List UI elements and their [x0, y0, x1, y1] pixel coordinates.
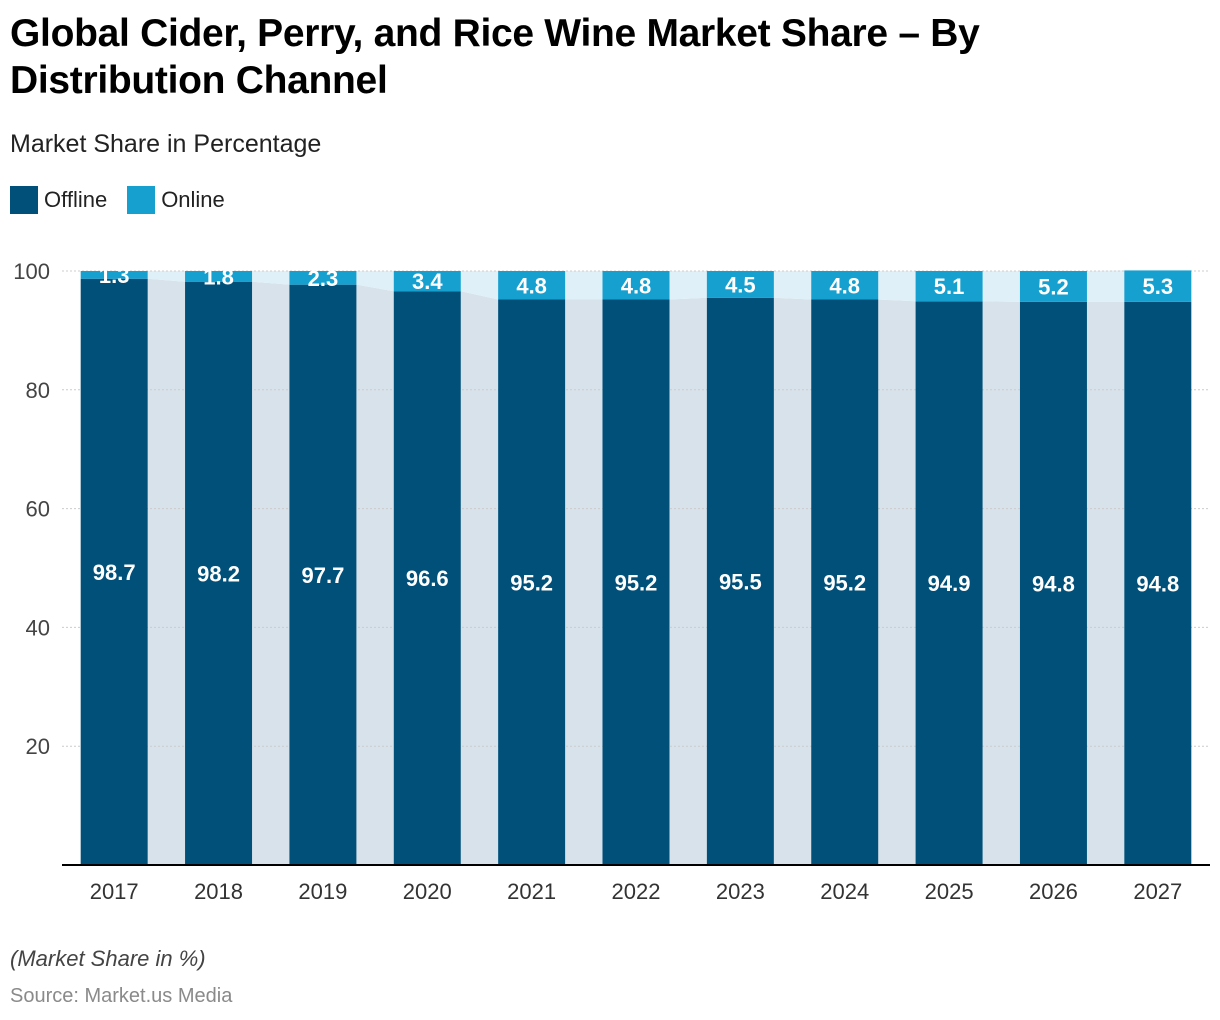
- data-label-online: 4.5: [725, 272, 756, 297]
- band-online: [773, 271, 812, 300]
- data-label-offline: 94.9: [928, 571, 971, 596]
- band-offline: [773, 297, 812, 866]
- bar-online: [915, 271, 983, 302]
- data-label-online: 5.2: [1038, 274, 1069, 299]
- y-tick-label: 60: [26, 497, 50, 522]
- band-offline: [356, 284, 394, 865]
- data-label-offline: 97.7: [301, 563, 344, 588]
- data-label-online: 5.3: [1143, 274, 1174, 299]
- data-label-offline: 95.2: [510, 570, 553, 595]
- connector-bands: [147, 270, 1125, 866]
- data-label-offline: 94.8: [1136, 571, 1179, 596]
- data-label-online: 4.8: [829, 273, 860, 298]
- bar-online: [811, 271, 879, 300]
- bar-offline: [915, 301, 983, 865]
- legend-swatch-offline: [10, 186, 38, 214]
- y-tick-label: 20: [26, 734, 50, 759]
- y-tick-label: 100: [13, 259, 50, 284]
- chart-subtitle: Market Share in Percentage: [10, 130, 322, 158]
- data-label-online: 1.8: [203, 264, 234, 289]
- legend-label-offline: Offline: [44, 187, 108, 212]
- data-labels: 98.7 1.3 98.2 1.8 97.7 2.3 96.6 3.4 95.2 4.8 95.2 4…: [93, 263, 1179, 597]
- data-label-online: 4.8: [516, 273, 547, 298]
- y-tick-label: 40: [26, 615, 50, 640]
- legend-item-offline[interactable]: Offline: [10, 186, 107, 214]
- data-label-online: 1.3: [99, 263, 130, 288]
- bar-offline: [1124, 301, 1192, 865]
- band-offline: [460, 291, 499, 865]
- band-offline: [565, 299, 603, 866]
- x-tick-label: 2017: [90, 879, 139, 904]
- bar-online: [1019, 271, 1087, 302]
- footnote: (Market Share in %): [10, 946, 206, 971]
- bar-online: [1124, 270, 1192, 302]
- x-tick-label: 2023: [716, 879, 765, 904]
- x-tick-label: 2019: [298, 879, 347, 904]
- bar-offline: [1019, 301, 1087, 865]
- bar-online: [80, 271, 148, 279]
- bar-online: [289, 271, 357, 285]
- x-tick-label: 2026: [1029, 879, 1078, 904]
- bar-online: [393, 271, 461, 292]
- data-label-offline: 96.6: [406, 566, 449, 591]
- x-tick-label: 2027: [1133, 879, 1182, 904]
- x-tick-label: 2025: [925, 879, 974, 904]
- legend-label-online: Online: [161, 187, 225, 212]
- band-online: [565, 271, 603, 300]
- bar-offline: [706, 297, 774, 866]
- stacked-bar-chart: 98.7 1.3 98.2 1.8 97.7 2.3 96.6 3.4 95.2 4.8 95.2 4…: [13, 259, 1210, 904]
- bar-online: [706, 271, 774, 298]
- data-label-offline: 94.8: [1032, 571, 1075, 596]
- chart-title: Global Cider, Perry, and Rice Wine Marke…: [10, 12, 980, 102]
- band-offline: [1086, 301, 1125, 865]
- x-tick-label: 2018: [194, 879, 243, 904]
- bar-offline: [811, 299, 879, 866]
- band-offline: [669, 297, 707, 866]
- bar-online: [185, 271, 253, 282]
- band-offline: [982, 301, 1020, 865]
- band-online: [252, 271, 290, 285]
- band-offline: [878, 299, 916, 866]
- data-label-offline: 95.2: [823, 570, 866, 595]
- bar-offline: [602, 299, 670, 866]
- x-tick-label: 2020: [403, 879, 452, 904]
- y-tick-label: 80: [26, 378, 50, 403]
- legend-swatch-online: [127, 186, 156, 214]
- source-credit: Source: Market.us Media: [10, 985, 233, 1007]
- y-axis: 20 40 60 80 100: [13, 259, 50, 759]
- legend-item-online[interactable]: Online: [127, 186, 225, 214]
- bar-offline: [289, 284, 357, 865]
- band-online: [460, 271, 499, 300]
- band-online: [878, 271, 916, 302]
- bar-online: [602, 271, 670, 300]
- band-online: [982, 271, 1020, 302]
- data-label-offline: 95.5: [719, 569, 762, 594]
- data-label-offline: 95.2: [615, 570, 658, 595]
- x-tick-label: 2022: [612, 879, 661, 904]
- data-label-offline: 98.7: [93, 560, 136, 585]
- data-label-online: 2.3: [308, 266, 339, 291]
- band-offline: [252, 281, 290, 865]
- data-label-offline: 98.2: [197, 561, 240, 586]
- band-online: [1086, 270, 1125, 302]
- bar-offline: [80, 278, 148, 865]
- x-tick-label: 2024: [820, 879, 869, 904]
- band-offline: [147, 278, 186, 865]
- bars: [80, 270, 1192, 866]
- data-label-online: 4.8: [621, 273, 652, 298]
- data-label-online: 3.4: [412, 269, 443, 294]
- x-axis: 2017 2018 2019 2020 2021 2022 2023 2024 2025 2026…: [62, 864, 1210, 904]
- legend: Offline Online: [10, 186, 225, 214]
- bar-online: [498, 271, 566, 300]
- bar-offline: [498, 299, 566, 866]
- bar-offline: [393, 291, 461, 865]
- x-tick-label: 2021: [507, 879, 556, 904]
- data-label-online: 5.1: [934, 274, 965, 299]
- band-online: [669, 271, 707, 300]
- band-online: [147, 271, 186, 282]
- band-online: [356, 271, 394, 292]
- bar-offline: [185, 281, 253, 865]
